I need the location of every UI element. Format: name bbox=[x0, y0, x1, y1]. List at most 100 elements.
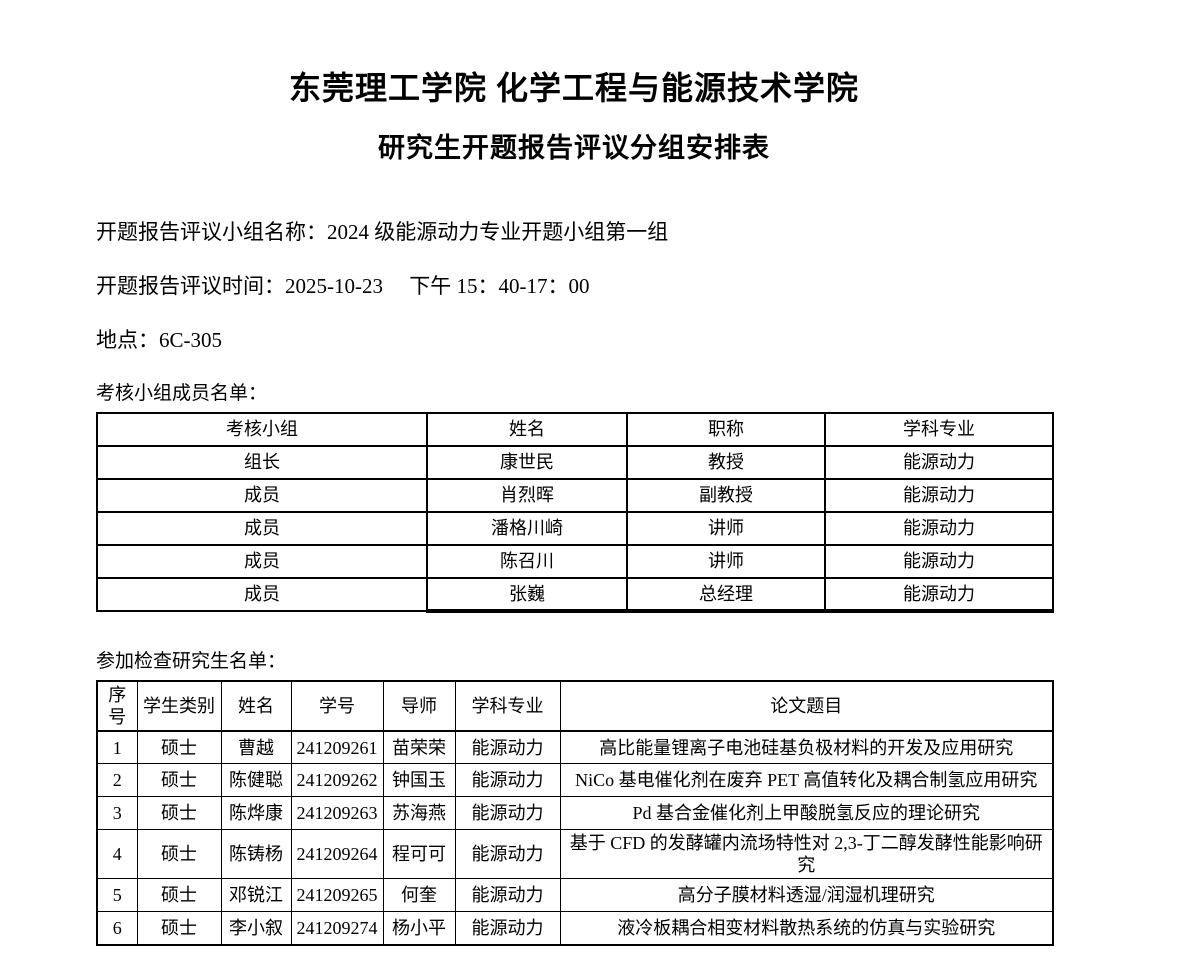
cell-title: 教授 bbox=[626, 444, 826, 480]
cell-index: 1 bbox=[96, 730, 138, 765]
column-header-thesis-title: 论文题目 bbox=[559, 680, 1054, 732]
cell-discipline: 能源动力 bbox=[454, 911, 561, 946]
cell-student-type: 硕士 bbox=[136, 796, 222, 831]
column-header-discipline: 学科专业 bbox=[824, 411, 1054, 447]
column-header-supervisor: 导师 bbox=[382, 680, 456, 732]
cell-student-id: 241209263 bbox=[290, 796, 384, 831]
cell-student-type: 硕士 bbox=[136, 911, 222, 946]
student-row: 4 硕士 陈铸杨 241209264 程可可 能源动力 基于 CFD 的发酵罐内… bbox=[96, 829, 1054, 880]
student-row: 5 硕士 邓锐江 241209265 何奎 能源动力 高分子膜材料透湿/润湿机理… bbox=[96, 878, 1054, 913]
review-time-label: 开题报告评议时间： bbox=[96, 273, 285, 298]
column-header-committee-role: 考核小组 bbox=[96, 411, 428, 447]
cell-name: 陈烨康 bbox=[220, 796, 292, 831]
committee-row: 成员 潘格川崎 讲师 能源动力 bbox=[96, 510, 1054, 546]
cell-role: 成员 bbox=[96, 510, 428, 546]
cell-thesis-title: 液冷板耦合相变材料散热系统的仿真与实验研究 bbox=[559, 911, 1054, 946]
committee-header-row: 考核小组 姓名 职称 学科专业 bbox=[96, 411, 1054, 447]
cell-discipline: 能源动力 bbox=[824, 477, 1054, 513]
cell-student-id: 241209264 bbox=[290, 829, 384, 880]
cell-index: 2 bbox=[96, 763, 138, 798]
cell-name: 陈健聪 bbox=[220, 763, 292, 798]
review-time-value: 2025-10-23 下午 15：40-17：00 bbox=[285, 273, 590, 298]
students-table-caption: 参加检查研究生名单： bbox=[96, 650, 287, 672]
cell-discipline: 能源动力 bbox=[824, 510, 1054, 546]
cell-discipline: 能源动力 bbox=[454, 878, 561, 913]
location-label: 地点： bbox=[96, 327, 159, 352]
cell-supervisor: 何奎 bbox=[382, 878, 456, 913]
student-row: 2 硕士 陈健聪 241209262 钟国玉 能源动力 NiCo 基电催化剂在废… bbox=[96, 763, 1054, 798]
cell-discipline: 能源动力 bbox=[824, 576, 1054, 613]
cell-title: 副教授 bbox=[626, 477, 826, 513]
cell-student-type: 硕士 bbox=[136, 763, 222, 798]
cell-role: 成员 bbox=[96, 576, 428, 612]
cell-student-id: 241209262 bbox=[290, 763, 384, 798]
column-header-student-type: 学生类别 bbox=[136, 680, 222, 732]
cell-name: 邓锐江 bbox=[220, 878, 292, 913]
cell-name: 曹越 bbox=[220, 730, 292, 765]
column-header-title: 职称 bbox=[626, 411, 826, 447]
cell-student-type: 硕士 bbox=[136, 730, 222, 765]
student-row: 6 硕士 李小叙 241209274 杨小平 能源动力 液冷板耦合相变材料散热系… bbox=[96, 911, 1054, 946]
cell-thesis-title: Pd 基合金催化剂上甲酸脱氢反应的理论研究 bbox=[559, 796, 1054, 831]
page-title: 东莞理工学院 化学工程与能源技术学院 bbox=[288, 70, 859, 106]
students-header-row: 序号 学生类别 姓名 学号 导师 学科专业 论文题目 bbox=[96, 680, 1054, 732]
cell-index: 3 bbox=[96, 796, 138, 831]
info-line-group-name: 开题报告评议小组名称：2024 级能源动力专业开题小组第一组 bbox=[96, 220, 1052, 245]
cell-name: 潘格川崎 bbox=[426, 510, 628, 546]
committee-row: 成员 陈召川 讲师 能源动力 bbox=[96, 543, 1054, 579]
cell-role: 成员 bbox=[96, 477, 428, 513]
cell-title: 总经理 bbox=[626, 576, 826, 613]
document-page: 东莞理工学院 化学工程与能源技术学院 研究生开题报告评议分组安排表 开题报告评议… bbox=[96, 70, 1054, 946]
group-name-label: 开题报告评议小组名称： bbox=[96, 219, 327, 244]
cell-title: 讲师 bbox=[626, 543, 826, 579]
cell-role: 成员 bbox=[96, 543, 428, 579]
cell-thesis-title: NiCo 基电催化剂在废弃 PET 高值转化及耦合制氢应用研究 bbox=[559, 763, 1054, 798]
cell-name: 李小叙 bbox=[220, 911, 292, 946]
document-content: 东莞理工学院 化学工程与能源技术学院 研究生开题报告评议分组安排表 开题报告评议… bbox=[96, 70, 1054, 946]
cell-discipline: 能源动力 bbox=[454, 763, 561, 798]
cell-discipline: 能源动力 bbox=[824, 543, 1054, 579]
student-row: 1 硕士 曹越 241209261 苗荣荣 能源动力 高比能量锂离子电池硅基负极… bbox=[96, 730, 1054, 765]
cell-discipline: 能源动力 bbox=[454, 796, 561, 831]
cell-thesis-title: 基于 CFD 的发酵罐内流场特性对 2,3-丁二醇发酵性能影响研究 bbox=[559, 829, 1054, 880]
column-header-name: 姓名 bbox=[426, 411, 628, 447]
group-name-value: 2024 级能源动力专业开题小组第一组 bbox=[327, 219, 669, 244]
cell-student-type: 硕士 bbox=[136, 878, 222, 913]
cell-discipline: 能源动力 bbox=[824, 444, 1054, 480]
location-value: 6C-305 bbox=[159, 327, 222, 352]
cell-index: 6 bbox=[96, 911, 138, 946]
column-header-student-id: 学号 bbox=[290, 680, 384, 732]
cell-index: 4 bbox=[96, 829, 138, 880]
info-line-location: 地点：6C-305 bbox=[96, 328, 1052, 353]
cell-supervisor: 钟国玉 bbox=[382, 763, 456, 798]
cell-student-id: 241209274 bbox=[290, 911, 384, 946]
cell-thesis-title: 高比能量锂离子电池硅基负极材料的开发及应用研究 bbox=[559, 730, 1054, 765]
cell-thesis-title: 高分子膜材料透湿/润湿机理研究 bbox=[559, 878, 1054, 913]
cell-name: 康世民 bbox=[426, 444, 628, 480]
cell-supervisor: 苗荣荣 bbox=[382, 730, 456, 765]
cell-name: 张巍 bbox=[426, 576, 628, 613]
committee-table: 考核小组 姓名 职称 学科专业 组长 康世民 教授 能源动力 成员 肖烈晖 副教… bbox=[96, 411, 1054, 613]
committee-row: 组长 康世民 教授 能源动力 bbox=[96, 444, 1054, 480]
committee-row: 成员 肖烈晖 副教授 能源动力 bbox=[96, 477, 1054, 513]
cell-student-id: 241209265 bbox=[290, 878, 384, 913]
cell-supervisor: 杨小平 bbox=[382, 911, 456, 946]
committee-table-caption: 考核小组成员名单： bbox=[96, 382, 268, 404]
cell-title: 讲师 bbox=[626, 510, 826, 546]
cell-name: 陈召川 bbox=[426, 543, 628, 579]
column-header-name: 姓名 bbox=[220, 680, 292, 732]
cell-supervisor: 程可可 bbox=[382, 829, 456, 880]
page-subtitle: 研究生开题报告评议分组安排表 bbox=[378, 132, 770, 163]
cell-name: 陈铸杨 bbox=[220, 829, 292, 880]
column-header-index: 序号 bbox=[96, 680, 138, 732]
cell-index: 5 bbox=[96, 878, 138, 913]
students-table: 序号 学生类别 姓名 学号 导师 学科专业 论文题目 1 硕士 曹越 24120… bbox=[96, 679, 1054, 946]
student-row: 3 硕士 陈烨康 241209263 苏海燕 能源动力 Pd 基合金催化剂上甲酸… bbox=[96, 796, 1054, 831]
cell-student-type: 硕士 bbox=[136, 829, 222, 880]
committee-row: 成员 张巍 总经理 能源动力 bbox=[96, 576, 1054, 613]
info-line-review-time: 开题报告评议时间：2025-10-23 下午 15：40-17：00 bbox=[96, 274, 1052, 299]
cell-name: 肖烈晖 bbox=[426, 477, 628, 513]
cell-student-id: 241209261 bbox=[290, 730, 384, 765]
cell-discipline: 能源动力 bbox=[454, 829, 561, 880]
column-header-discipline: 学科专业 bbox=[454, 680, 561, 732]
